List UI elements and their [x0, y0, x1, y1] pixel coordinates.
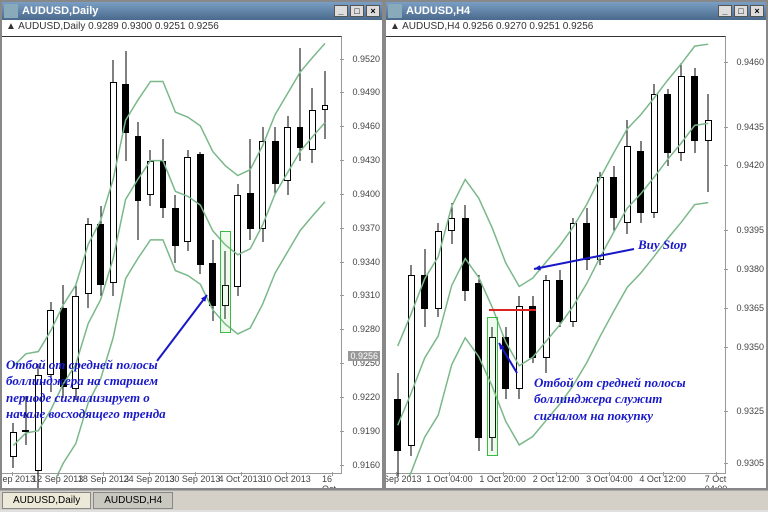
candle	[247, 37, 254, 477]
x-tick-label: 7 Oct 04:00	[705, 474, 728, 488]
min-button[interactable]: _	[334, 5, 348, 17]
candle	[234, 37, 241, 477]
candle	[394, 37, 401, 477]
y-tick-label: 0.9430	[352, 155, 380, 165]
titlebar: AUDUSD,Daily _□×	[2, 2, 382, 20]
y-tick-label: 0.9490	[352, 87, 380, 97]
candle	[502, 37, 509, 477]
y-tick-label: 0.9280	[352, 324, 380, 334]
titlebar: AUDUSD,H4 _□×	[386, 2, 766, 20]
candle	[284, 37, 291, 477]
y-axis: 0.9460 0.9435 0.9420 0.9395 0.9380 0.9365 0.93…	[726, 36, 766, 474]
y-tick-label: 0.9370	[352, 223, 380, 233]
chart-window-1: AUDUSD,H4 _□× ▲ AUDUSD,H4 0.9256 0.9270 0.…	[384, 0, 768, 490]
highlight-box	[220, 231, 231, 333]
candle	[448, 37, 455, 477]
candle	[297, 37, 304, 477]
y-tick-label: 0.9420	[736, 160, 764, 170]
candle	[272, 37, 279, 477]
tab-audusd-h4[interactable]: AUDUSD,H4	[93, 492, 173, 509]
candle	[408, 37, 415, 477]
candle	[462, 37, 469, 477]
y-tick-label: 0.9365	[736, 303, 764, 313]
y-tick-label: 0.9220	[352, 392, 380, 402]
x-tick-label: 6 Sep 2013	[2, 474, 35, 484]
highlight-box	[487, 317, 498, 457]
close-button[interactable]: ×	[750, 5, 764, 17]
candle	[197, 37, 204, 477]
ohlc-info: ▲ AUDUSD,H4 0.9256 0.9270 0.9251 0.9256	[386, 20, 766, 36]
window-title: AUDUSD,H4	[406, 5, 470, 17]
y-tick-label: 0.9350	[736, 342, 764, 352]
y-tick-label: 0.9520	[352, 54, 380, 64]
y-tick-label: 0.9395	[736, 225, 764, 235]
y-tick-label: 0.9190	[352, 426, 380, 436]
y-tick-label: 0.9160	[352, 460, 380, 470]
candle	[475, 37, 482, 477]
x-tick-label: 16 Oct 2013	[322, 474, 342, 488]
y-tick-label: 0.9435	[736, 122, 764, 132]
min-button[interactable]: _	[718, 5, 732, 17]
plot-area[interactable]: Отбой от средней полосыболлинджера служи…	[386, 36, 726, 474]
annotation-buy-stop: Buy Stop	[638, 237, 687, 253]
chart-window-0: AUDUSD,Daily _□× ▲ AUDUSD,Daily 0.9289 0.9…	[0, 0, 384, 490]
candle	[435, 37, 442, 477]
chart-body[interactable]: Отбой от средней полосыболлинджера на ст…	[2, 36, 382, 488]
buy-stop-level	[489, 309, 537, 311]
max-button[interactable]: □	[734, 5, 748, 17]
ohlc-info: ▲ AUDUSD,Daily 0.9289 0.9300 0.9251 0.92…	[2, 20, 382, 36]
y-tick-label: 0.9305	[736, 458, 764, 468]
candle	[259, 37, 266, 477]
mt4-icon	[388, 4, 402, 18]
max-button[interactable]: □	[350, 5, 364, 17]
candle	[691, 37, 698, 477]
y-axis: 0.9520 0.9490 0.9460 0.9430 0.9400 0.9370 0.93…	[342, 36, 382, 474]
y-tick-label: 0.9310	[352, 290, 380, 300]
y-tick-label: 0.9460	[736, 57, 764, 67]
x-axis: 30 Sep 20131 Oct 04:001 Oct 20:002 Oct 1…	[386, 474, 726, 488]
candle	[421, 37, 428, 477]
candle	[322, 37, 329, 477]
y-tick-label: 0.9325	[736, 406, 764, 416]
tab-audusd-daily[interactable]: AUDUSD,Daily	[2, 492, 91, 509]
current-price-label: 0.9256	[348, 351, 380, 361]
candle	[172, 37, 179, 477]
plot-area[interactable]: Отбой от средней полосыболлинджера на ст…	[2, 36, 342, 474]
candle	[184, 37, 191, 477]
close-button[interactable]: ×	[366, 5, 380, 17]
y-tick-label: 0.9460	[352, 121, 380, 131]
y-tick-label: 0.9380	[736, 264, 764, 274]
candle	[209, 37, 216, 477]
mt4-icon	[4, 4, 18, 18]
window-title: AUDUSD,Daily	[22, 5, 98, 17]
candle	[309, 37, 316, 477]
x-tick-label: 30 Sep 2013	[386, 474, 422, 484]
chart-body[interactable]: Отбой от средней полосыболлинджера служи…	[386, 36, 766, 488]
candle	[705, 37, 712, 477]
x-axis: 6 Sep 201312 Sep 201318 Sep 201324 Sep 2…	[2, 474, 342, 488]
y-tick-label: 0.9340	[352, 257, 380, 267]
candle	[516, 37, 523, 477]
y-tick-label: 0.9400	[352, 189, 380, 199]
annotation-signal: Отбой от средней полосыболлинджера служи…	[534, 375, 686, 424]
annotation-trend: Отбой от средней полосыболлинджера на ст…	[6, 357, 166, 422]
